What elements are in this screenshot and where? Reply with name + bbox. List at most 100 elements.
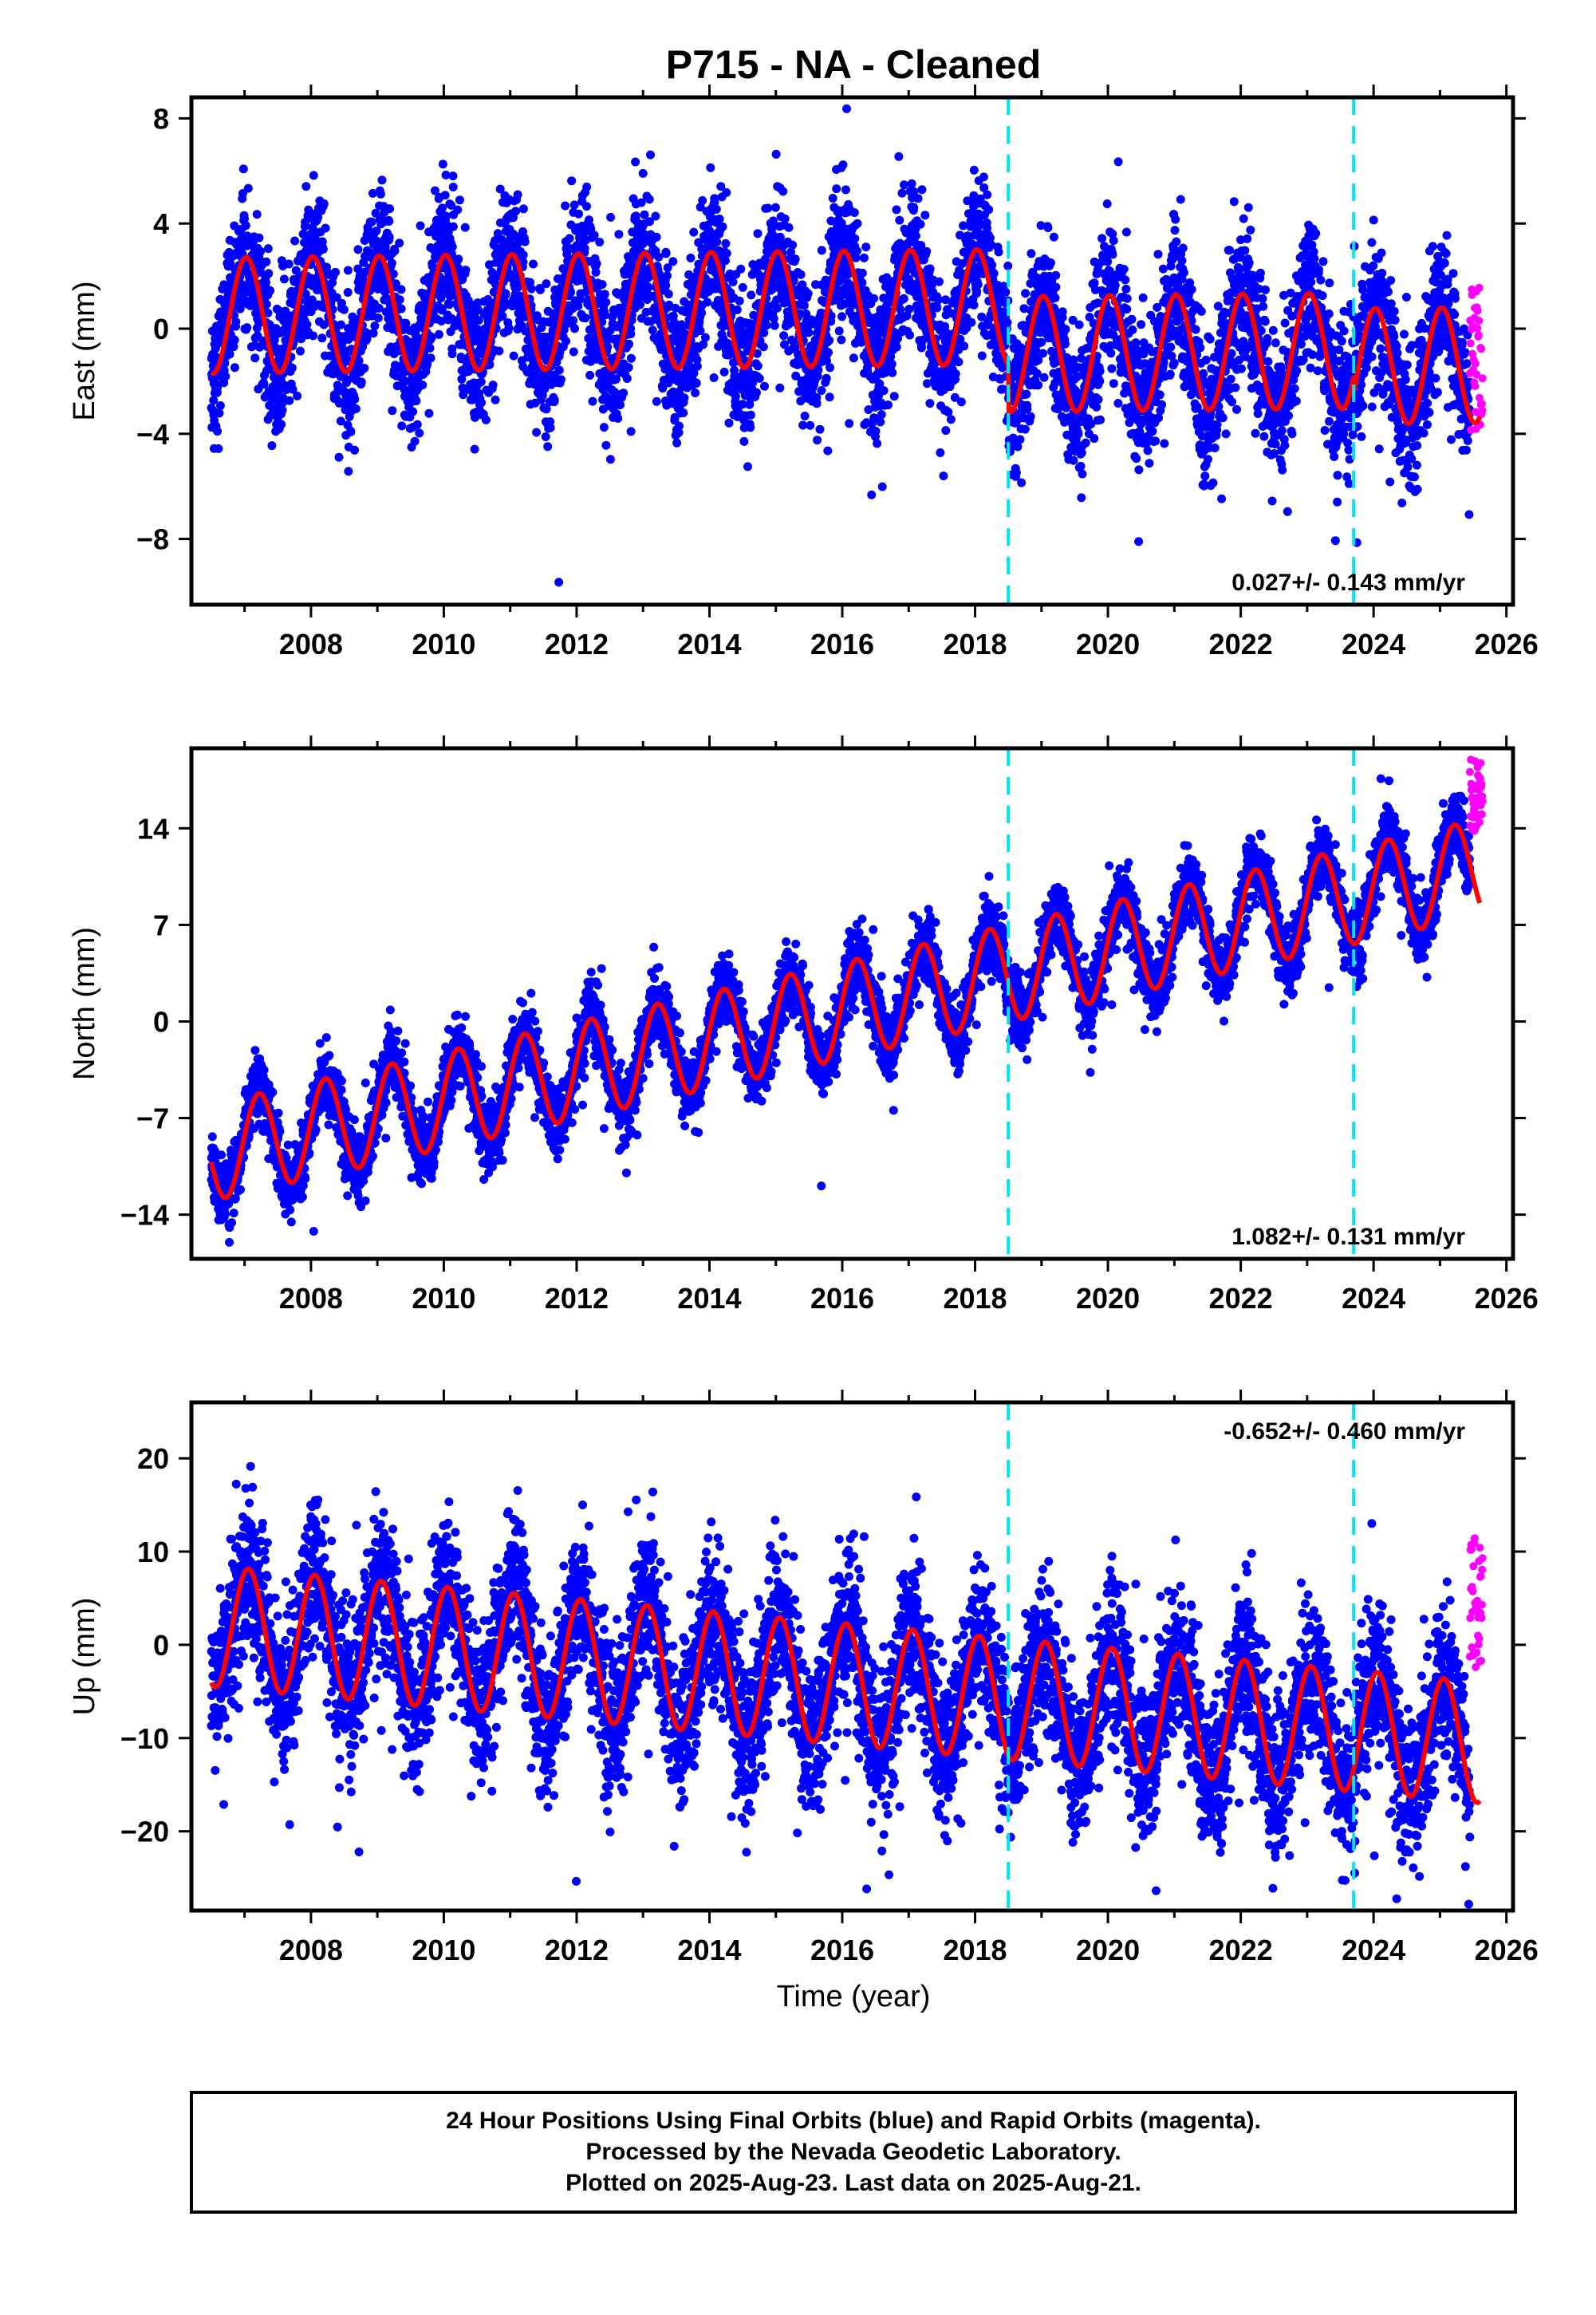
east-final-point [1097,234,1107,243]
east-final-point [689,227,699,237]
east-final-point [343,288,353,297]
east-final-point [367,217,376,227]
east-final-point [697,308,707,317]
east-final-point [784,223,794,232]
east-final-point [438,203,447,213]
east-final-point [867,490,877,499]
east-final-point [932,303,942,313]
east-final-point [739,436,749,446]
east-final-point [904,305,914,314]
east-final-point [556,375,565,385]
east-final-point [309,331,318,341]
east-final-point [1001,287,1011,297]
east-final-point [790,254,800,264]
east-final-point [626,329,636,339]
east-final-point [1170,226,1180,235]
east-final-point [715,215,724,223]
east-final-point [353,245,363,254]
east-final-point [1034,381,1043,390]
east-final-point [922,246,932,256]
east-final-point [448,222,458,231]
east-final-point [296,346,305,356]
east-final-point [775,383,785,392]
east-final-point [967,317,976,327]
east-final-point [263,308,273,317]
east-final-point [377,175,387,185]
east-final-point [616,400,625,410]
east-final-point [1165,369,1175,379]
east-final-point [813,436,822,445]
east-final-point [339,305,349,314]
east-final-point [935,277,944,286]
east-final-point [346,428,356,436]
east-final-point [331,267,340,277]
east-final-point [724,418,734,428]
east-final-point [277,420,286,429]
east-final-point [1109,379,1118,388]
east-final-point [1113,157,1123,167]
east-final-point [491,395,500,404]
east-final-point [287,363,297,373]
east-final-point [679,408,688,417]
east-final-point [738,282,747,292]
east-final-point [235,304,245,314]
east-final-point [601,440,611,450]
east-final-point [746,410,755,420]
east-final-point [250,353,260,363]
east-final-point [1003,261,1013,270]
east-final-point [936,448,945,457]
east-final-point [440,191,450,200]
east-final-point [460,223,470,232]
east-final-point [569,316,578,325]
east-final-point [788,240,798,250]
east-final-point [264,269,274,278]
east-final-point [746,423,755,432]
east-final-point [1121,227,1131,237]
east-final-point [1158,264,1168,274]
east-final-point [240,214,249,223]
east-final-point [892,205,901,215]
east-final-point [1038,349,1047,358]
east-final-point [605,455,615,464]
east-final-point [351,404,361,413]
east-final-point [711,204,721,214]
east-final-point [700,333,710,342]
east-final-point [570,324,579,333]
east-final-point [293,391,302,400]
east-final-point [221,372,231,381]
east-final-point [1078,469,1087,479]
east-final-point [1121,284,1131,294]
east-final-point [1050,293,1060,302]
east-final-point [759,328,769,337]
east-final-point [1026,412,1035,421]
east-final-point [424,408,434,418]
east-final-point [569,200,579,210]
east-final-point [979,172,988,182]
east-final-point [804,328,814,337]
east-final-point [209,396,219,405]
east-final-point [541,432,550,441]
east-final-point [1095,377,1105,386]
east-final-point [574,209,583,219]
east-final-point [909,203,919,212]
east-final-point [631,157,640,167]
east-final-point [987,260,997,270]
east-final-point [1095,366,1105,376]
east-final-point [825,392,834,402]
east-final-point [871,427,881,436]
east-final-point [1046,258,1055,267]
east-final-point [262,300,271,309]
east-final-point [849,208,859,217]
east-final-point [1151,436,1161,446]
east-final-point [567,176,577,186]
east-final-point [1020,424,1030,434]
east-final-point [448,183,458,191]
east-final-point [1138,293,1148,302]
east-final-point [396,304,406,314]
east-final-point [1015,435,1025,444]
east-final-point [418,381,428,390]
east-final-point [751,388,761,397]
east-final-point [879,386,889,396]
east-final-point [946,415,956,424]
east-final-point [1122,294,1132,303]
